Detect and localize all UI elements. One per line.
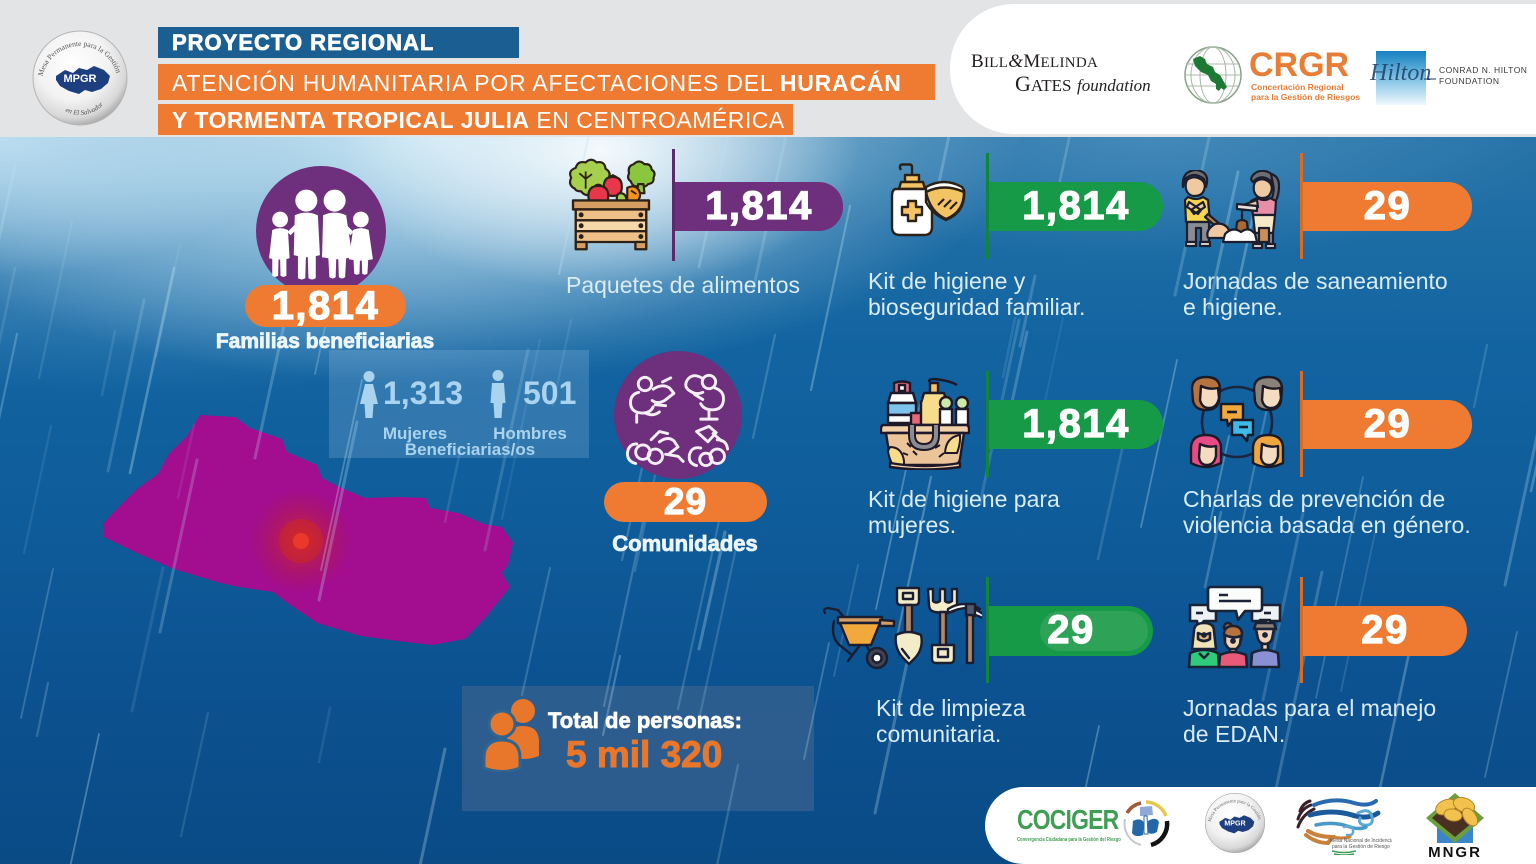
- svg-text:Hilton: Hilton: [1369, 60, 1431, 86]
- svg-text:CONRAD N. HILTON: CONRAD N. HILTON: [1439, 65, 1527, 75]
- svg-text:FOUNDATION: FOUNDATION: [1439, 76, 1500, 86]
- svg-text:MNGR: MNGR: [1428, 844, 1482, 859]
- svg-text:MPGR: MPGR: [64, 73, 97, 85]
- svg-text:Mesa Nacional de Incidencia: Mesa Nacional de Incidencia: [1330, 838, 1392, 844]
- svg-text:para la Gestión de Riesgo: para la Gestión de Riesgo: [1332, 844, 1390, 850]
- svg-text:MPGR: MPGR: [1224, 820, 1245, 828]
